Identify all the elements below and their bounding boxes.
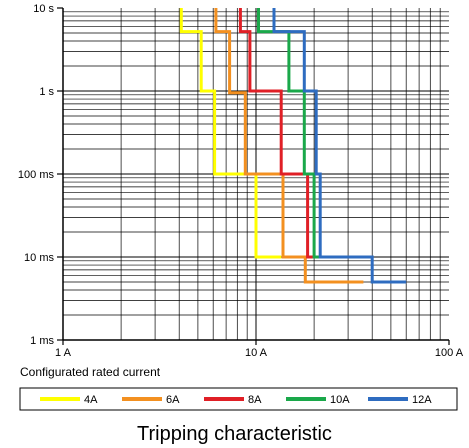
series-6a-line	[214, 8, 364, 284]
series-12a-line	[272, 8, 407, 284]
y-tick-label: 10 ms	[24, 252, 54, 264]
y-tick-label: 1 ms	[30, 335, 54, 347]
y-tick-label: 1 s	[39, 86, 54, 98]
series-layer	[179, 8, 407, 284]
legend-label-12a: 12A	[412, 394, 432, 406]
y-tick-labels: 1 ms 10 ms 100 ms 1 s 10 s	[18, 3, 63, 347]
legend-label-8a: 8A	[248, 394, 262, 406]
series-8a-line	[238, 8, 319, 259]
chart-caption: Tripping characteristic	[137, 423, 332, 445]
legend: 4A 6A 8A 10A 12A	[19, 387, 458, 411]
x-tick-label: 10 A	[245, 347, 268, 359]
legend-label-10a: 10A	[330, 394, 350, 406]
legend-label-4a: 4A	[84, 394, 98, 406]
x-axis-label: Configurated rated current	[20, 365, 161, 379]
legend-label-6a: 6A	[166, 394, 180, 406]
x-tick-label: 100 A	[435, 347, 464, 359]
series-4a-line	[179, 8, 282, 259]
x-tick-label: 1 A	[55, 347, 72, 359]
x-tick-labels: 1 A 10 A 100 A	[55, 340, 464, 359]
y-tick-label: 10 s	[33, 3, 54, 15]
y-tick-label: 100 ms	[18, 169, 55, 181]
